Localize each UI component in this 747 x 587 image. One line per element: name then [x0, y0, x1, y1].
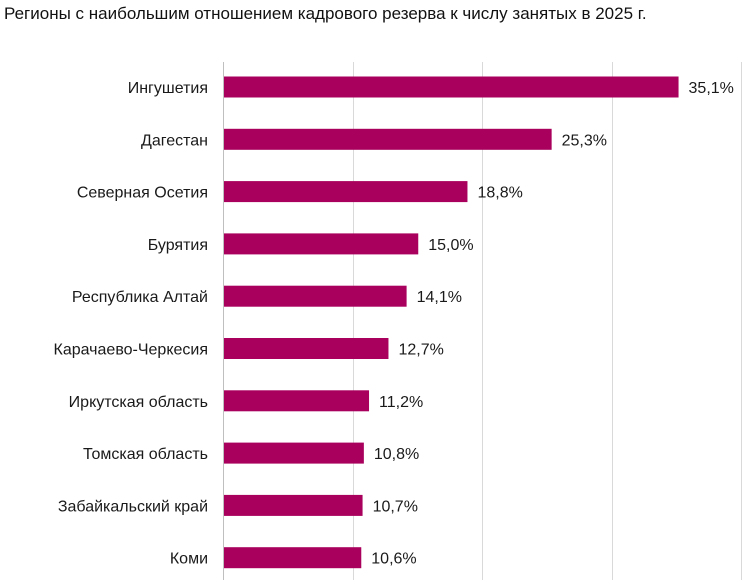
value-label: 15,0%: [428, 237, 473, 254]
value-label: 14,1%: [417, 289, 462, 306]
bar: [224, 494, 363, 516]
bar: [224, 128, 552, 150]
value-label: 35,1%: [689, 80, 734, 97]
bar: [224, 76, 679, 98]
bar: [224, 285, 407, 307]
category-label: Иркутская область: [69, 394, 208, 411]
category-label: Карачаево-Черкесия: [54, 342, 208, 359]
category-label: Забайкальский край: [58, 498, 208, 515]
category-label: Коми: [170, 551, 208, 568]
value-label: 12,7%: [398, 342, 443, 359]
bar: [224, 547, 362, 569]
bar: [224, 233, 419, 255]
bars: [224, 76, 679, 569]
grid-lines: [223, 62, 742, 580]
value-label: 10,8%: [374, 446, 419, 463]
value-label: 10,7%: [373, 498, 418, 515]
category-label: Дагестан: [141, 132, 208, 149]
value-labels: 35,1% 25,3% 18,8% 15,0% 14,1% 12,7% 11,2% 10,8%…: [371, 80, 734, 568]
bar: [224, 442, 364, 464]
bar: [224, 181, 468, 203]
category-label: Бурятия: [148, 237, 208, 254]
category-label: Ингушетия: [128, 80, 208, 97]
value-label: 11,2%: [379, 394, 423, 411]
category-label: Республика Алтай: [72, 289, 208, 306]
category-labels: Ингушетия Дагестан Северная Осетия Бурятия Р…: [54, 80, 208, 568]
category-label: Северная Осетия: [77, 185, 208, 202]
value-label: 10,6%: [371, 551, 416, 568]
bar: [224, 390, 370, 412]
value-label: 25,3%: [562, 132, 607, 149]
bar: [224, 338, 389, 359]
value-label: 18,8%: [477, 185, 522, 202]
chart-title: Регионы с наибольшим отношением кадровог…: [4, 4, 647, 23]
category-label: Томская область: [83, 446, 208, 463]
